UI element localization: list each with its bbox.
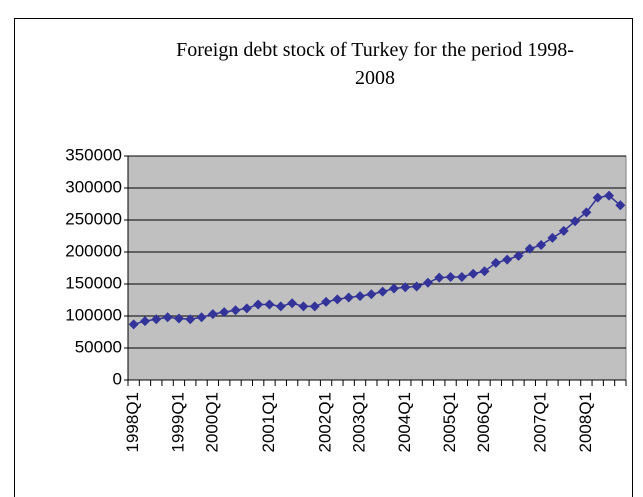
marker <box>343 292 354 303</box>
marker <box>502 254 513 265</box>
plot-area <box>127 155 627 381</box>
marker <box>332 294 343 305</box>
marker <box>298 301 309 312</box>
marker <box>151 314 162 325</box>
marker <box>139 316 150 327</box>
y-tick-label: 150000 <box>65 273 122 292</box>
y-tick-label: 100000 <box>65 305 122 324</box>
marker <box>219 307 230 318</box>
x-tick-label: 2002Q1 <box>316 392 335 453</box>
marker <box>264 299 275 310</box>
marker <box>445 271 456 282</box>
marker <box>558 225 569 236</box>
x-tick-label: 1998Q1 <box>123 392 142 453</box>
marker <box>366 289 377 300</box>
y-tick-label: 300000 <box>65 177 122 196</box>
marker <box>275 301 286 312</box>
marker <box>513 250 524 261</box>
marker <box>604 190 615 201</box>
marker <box>570 216 581 227</box>
marker <box>388 283 399 294</box>
marker <box>162 312 173 323</box>
marker <box>581 207 592 218</box>
marker <box>185 314 196 325</box>
marker <box>524 243 535 254</box>
marker <box>536 239 547 250</box>
marker <box>287 298 298 309</box>
x-tick-label: 2004Q1 <box>395 392 414 453</box>
y-tick-label: 50000 <box>75 337 122 356</box>
marker <box>411 281 422 292</box>
chart-title: Foreign debt stock of Turkey for the per… <box>176 39 574 89</box>
marker <box>479 266 490 277</box>
marker <box>173 313 184 324</box>
marker <box>207 309 218 320</box>
marker <box>253 299 264 310</box>
marker <box>196 312 207 323</box>
marker <box>309 301 320 312</box>
x-tick-label: 2006Q1 <box>474 392 493 453</box>
chart-frame <box>14 18 633 497</box>
marker <box>468 268 479 279</box>
x-tick-label: 1999Q1 <box>168 392 187 453</box>
marker <box>230 305 241 316</box>
marker <box>400 282 411 293</box>
marker <box>592 192 603 203</box>
x-tick-label: 2005Q1 <box>440 392 459 453</box>
marker <box>615 200 626 211</box>
y-tick-label: 250000 <box>65 209 122 228</box>
marker <box>422 277 433 288</box>
y-tick-label: 350000 <box>65 145 122 164</box>
x-tick-label: 2007Q1 <box>531 392 550 453</box>
marker <box>377 286 388 297</box>
y-tick-label: 0 <box>113 369 122 388</box>
marker <box>456 271 467 282</box>
marker <box>241 303 252 314</box>
marker <box>490 257 501 268</box>
marker <box>547 232 558 243</box>
marker <box>128 319 139 330</box>
x-tick-label: 2003Q1 <box>350 392 369 453</box>
marker <box>434 272 445 283</box>
x-tick-label: 2008Q1 <box>576 392 595 453</box>
y-tick-label: 200000 <box>65 241 122 260</box>
x-tick-label: 2001Q1 <box>259 392 278 453</box>
x-tick-label: 2000Q1 <box>202 392 221 453</box>
marker <box>355 291 366 302</box>
marker <box>321 296 332 307</box>
